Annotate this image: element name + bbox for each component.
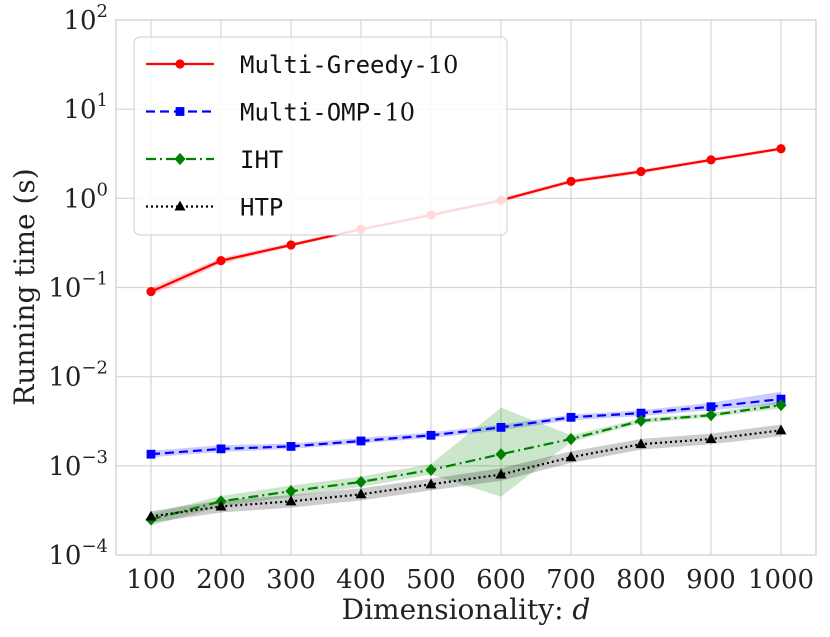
x-tick-label: 1000 [748, 565, 814, 595]
multi-omp-10-point [356, 436, 366, 446]
y-tick-label: 10−4 [48, 536, 108, 571]
legend-label-iht: IHT [240, 146, 283, 174]
y-tick-labels: 10−4 10−3 10−2 10−1 100 101 102 [48, 1, 108, 571]
iht-line [150, 404, 782, 521]
y-tick-label: 10−3 [48, 447, 108, 482]
htp-band [151, 424, 781, 523]
multi-omp-10-band [151, 391, 781, 458]
y-axis-title: Running time (s) [8, 168, 41, 405]
y-tick-label: 100 [63, 179, 108, 214]
multi-omp-10-point [216, 444, 226, 454]
htp-point [565, 451, 577, 462]
x-tick-label: 300 [266, 565, 316, 595]
y-tick-label: 10−2 [48, 358, 108, 393]
legend-marker-multi-greedy-10 [175, 59, 185, 69]
iht-point [355, 475, 367, 489]
y-tick-label: 101 [63, 90, 108, 125]
htp-point [425, 478, 437, 489]
legend-label-htp: HTP [240, 194, 283, 222]
x-axis-title: Dimensionality: d [342, 593, 591, 626]
x-tick-label: 900 [686, 565, 736, 595]
multi-omp-10-point [566, 412, 576, 422]
legend-label-multi-omp-10: Multi-OMP-10 [240, 99, 415, 127]
y-tick-label: 10−1 [48, 269, 108, 304]
multi-omp-10-line [150, 398, 782, 456]
multi-omp-10-point [146, 449, 156, 459]
legend-marker-multi-omp-10 [175, 107, 185, 116]
x-tick-label: 500 [406, 565, 456, 595]
confidence-bands [151, 147, 781, 526]
multi-omp-10-point [286, 442, 296, 451]
iht-point [565, 432, 577, 446]
x-tick-labels: 100 200 300 400 500 600 700 800 900 1000 [126, 565, 814, 595]
x-tick-label: 400 [336, 565, 386, 595]
legend-marker-iht [174, 152, 186, 166]
x-tick-label: 100 [126, 565, 176, 595]
iht-point [775, 398, 787, 412]
multi-greedy-10-point [706, 155, 716, 165]
x-tick-label: 800 [616, 565, 666, 595]
htp-point [355, 488, 367, 499]
iht-point [705, 409, 717, 422]
multi-greedy-10-point [776, 144, 786, 154]
htp-point [775, 424, 787, 435]
x-tick-label: 200 [196, 565, 246, 595]
iht-point [495, 448, 507, 461]
multi-greedy-10-point [286, 240, 296, 250]
x-tick-label: 700 [546, 565, 596, 595]
htp-point [495, 468, 507, 479]
htp-point [145, 510, 157, 521]
multi-greedy-10-point [216, 256, 226, 266]
legend-label-multi-greedy-10: Multi-Greedy-10 [240, 51, 458, 79]
htp-point [215, 500, 227, 511]
htp-point [635, 438, 647, 449]
htp-point [285, 495, 297, 506]
multi-greedy-10-point [566, 176, 576, 186]
legend-marker-htp [174, 200, 186, 211]
x-tick-label: 600 [476, 565, 526, 595]
iht-band [151, 401, 781, 526]
legend: Multi-Greedy-10 Multi-OMP-10 IHT HTP [133, 36, 508, 236]
iht-point [425, 463, 437, 477]
multi-greedy-10-point [146, 286, 156, 297]
legend-box [133, 36, 508, 236]
multi-omp-10-point [496, 422, 506, 432]
htp-line [150, 429, 782, 518]
multi-greedy-10-point [636, 166, 646, 177]
htp-point [705, 433, 717, 443]
iht-point [635, 414, 647, 427]
y-tick-label: 102 [63, 1, 108, 36]
multi-omp-10-point [426, 430, 436, 440]
